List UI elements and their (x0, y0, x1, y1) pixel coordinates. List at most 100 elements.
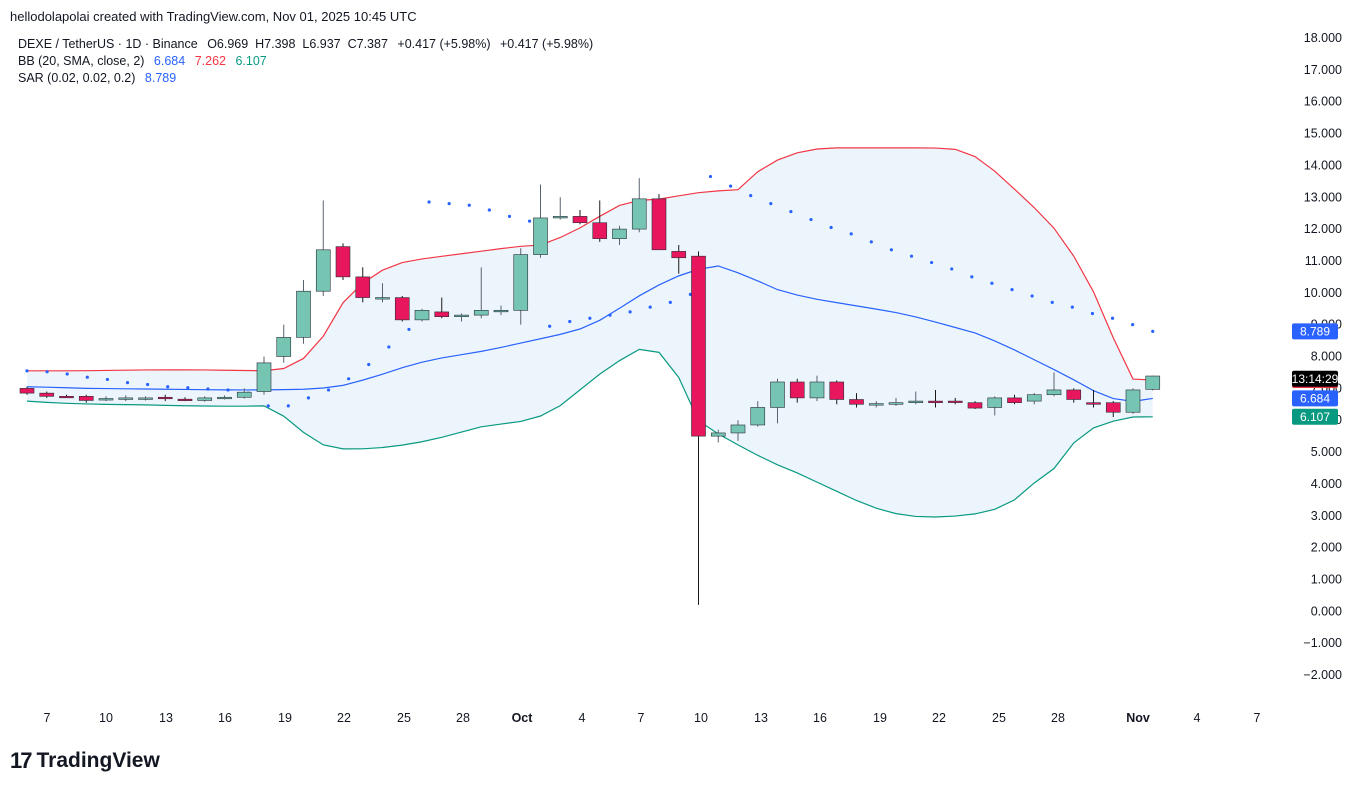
candle-body (335, 246, 351, 278)
tradingview-logo-icon: 17 (10, 748, 33, 773)
x-tick-label: Oct (512, 711, 534, 725)
y-tick-label: 3.000 (1311, 509, 1342, 523)
legend-bb-row[interactable]: BB (20, SMA, close, 2) 6.684 7.262 6.107 (18, 53, 593, 70)
price-chart[interactable]: 18.000 17.000 16.000 15.000 14.000 13.000 12.0… (0, 0, 1370, 740)
price-label: 13:14:29 (1292, 370, 1339, 387)
sar-dot (487, 208, 491, 212)
candle-body (967, 402, 983, 409)
sar-dot (1151, 329, 1155, 333)
candle-body (710, 432, 726, 437)
price-label-bg (1292, 370, 1338, 387)
candle (710, 429, 726, 443)
candle (197, 396, 213, 402)
bb-upper-line (27, 147, 1153, 381)
candle (1046, 372, 1062, 397)
candle-body (1086, 402, 1101, 405)
sar-dot (789, 209, 793, 214)
candle (256, 356, 272, 395)
x-tick-label: 16 (218, 711, 232, 725)
candle (454, 313, 469, 322)
candle-body (296, 290, 311, 338)
y-tick-label: 15.000 (1304, 127, 1342, 141)
x-axis: 7 10 13 16 19 22 25 28 Oct 4 7 10 13 16 19 22 25 28 Nov 4 7 (44, 711, 1261, 725)
legend-bb-mid: 6.684 (153, 54, 186, 68)
candle-body (987, 397, 1003, 408)
y-tick-label: 10.000 (1304, 286, 1342, 300)
y-tick-label: 11.000 (1305, 254, 1342, 268)
candle-body (868, 403, 884, 406)
candle-body (138, 397, 153, 400)
candle (789, 378, 805, 403)
y-axis: 18.000 17.000 16.000 15.000 14.000 13.000 12.0… (1303, 31, 1342, 682)
sar-dot (1070, 305, 1074, 309)
candle-body (355, 276, 371, 298)
candle (138, 396, 153, 401)
candle (947, 397, 963, 405)
sar-dot (105, 377, 110, 382)
x-tick-label: 10 (99, 711, 113, 725)
candle (296, 280, 311, 344)
sar-dot (930, 260, 934, 265)
candle-body (315, 249, 331, 292)
legend-sar-row[interactable]: SAR (0.02, 0.02, 0.2) 8.789 (18, 70, 593, 87)
sar-dot (266, 404, 270, 408)
price-label-text: 8.789 (1300, 324, 1330, 338)
candle (572, 209, 588, 225)
candle-body (849, 399, 864, 405)
candle (651, 194, 667, 251)
candle-body (829, 381, 845, 400)
x-tick-label: 25 (992, 711, 1006, 725)
candle (118, 395, 134, 402)
candle (730, 420, 746, 441)
legend-symbol[interactable]: DEXE / TetherUS · 1D · Binance (18, 37, 198, 51)
candle (217, 395, 232, 400)
sar-dot (146, 382, 150, 387)
sar-dot (668, 300, 672, 304)
sar-dot (648, 305, 652, 309)
candle-body (908, 400, 924, 403)
x-tick-label: 28 (456, 711, 470, 725)
y-tick-label: −1.000 (1303, 636, 1342, 650)
candle-body (177, 398, 193, 401)
y-tick-label: 16.000 (1304, 95, 1342, 109)
y-tick-label: 12.000 (1304, 222, 1342, 236)
candle (967, 401, 983, 410)
sar-dot (65, 372, 69, 376)
candle (39, 391, 55, 398)
candle-body (888, 402, 904, 405)
tradingview-logo[interactable]: 17 TradingView (10, 748, 160, 774)
sar-dot (1090, 311, 1095, 316)
candle-body (552, 216, 568, 219)
sar-dot (990, 281, 994, 285)
x-tick-label: 7 (44, 711, 51, 725)
candle-body (947, 400, 963, 403)
candle (493, 305, 509, 316)
legend-sar-label: SAR (0.02, 0.02, 0.2) (18, 71, 136, 85)
candle (888, 397, 904, 406)
x-tick-label: 25 (397, 711, 411, 725)
sar-dot (950, 267, 954, 271)
x-tick-label: 22 (337, 711, 351, 725)
candle-body (809, 381, 825, 399)
candle-body (375, 297, 390, 300)
candle-body (651, 198, 667, 251)
sar-dot (286, 404, 290, 408)
candle-body (1066, 389, 1082, 400)
candles (19, 178, 1161, 605)
candle (533, 184, 548, 258)
chart-credit: hellodolapolai created with TradingView.… (10, 9, 417, 24)
sar-dot (507, 214, 512, 218)
candle-body (1145, 375, 1161, 390)
candle-body (789, 381, 805, 399)
legend-bb-lower: 6.107 (235, 54, 267, 68)
price-label: 6.684 (1292, 390, 1338, 407)
price-label-bg (1292, 408, 1338, 425)
candle (612, 225, 627, 246)
bb-lower-line (26, 348, 1153, 518)
candle-body (98, 398, 114, 401)
candle (78, 394, 94, 403)
x-tick-label: 22 (932, 711, 946, 725)
x-tick-label: 10 (694, 711, 708, 725)
y-tick-label: 14.000 (1304, 158, 1342, 172)
candle (335, 243, 351, 281)
